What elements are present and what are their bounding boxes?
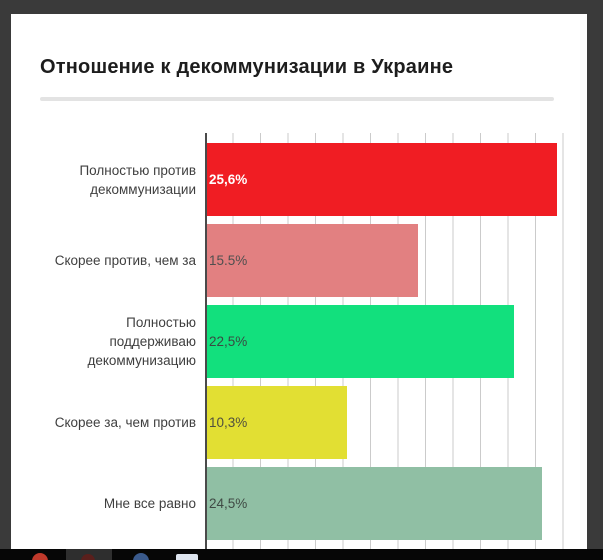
bar-track: 10,3% [205,382,587,463]
value-label: 25,6% [209,172,248,187]
value-label: 10,3% [209,415,248,430]
bar[interactable]: 22,5% [205,305,515,378]
category-label: Полностью против декоммунизации [79,162,196,197]
title-divider [40,97,554,101]
red-circle-icon[interactable] [32,553,48,560]
chart-card: Отношение к декоммунизации в Украине Пол… [11,14,587,549]
y-axis-line [205,133,207,549]
chart-row: Мне все равно 24,5% [11,463,587,544]
chart-row: Скорее против, чем за 15.5% [11,220,587,301]
category-label: Скорее за, чем против [54,415,196,430]
category-label: Скорее против, чем за [54,253,196,268]
bar[interactable]: 15.5% [205,224,418,297]
chart-title: Отношение к декоммунизации в Украине [40,56,454,78]
bottom-taskbar [0,549,603,560]
bar-track: 25,6% [205,139,587,220]
bar-track: 15.5% [205,220,587,301]
chart-row: Полностью против декоммунизации 25,6% [11,139,587,220]
dark-red-circle-icon-inner [81,554,95,560]
light-panel-icon[interactable] [176,554,198,560]
category-label: Полностью поддерживаю декоммунизацию [87,315,196,368]
chart-row: Полностью поддерживаю декоммунизацию 22,… [11,301,587,382]
dark-red-circle-icon[interactable] [66,549,112,560]
bar[interactable]: 24,5% [205,467,542,540]
chart-row: Скорее за, чем против 10,3% [11,382,587,463]
value-label: 22,5% [209,334,248,349]
bar-track: 24,5% [205,463,587,544]
value-label: 15.5% [209,253,248,268]
bar[interactable]: 10,3% [205,386,347,459]
bar-chart: Полностью против декоммунизации 25,6% Ск… [11,133,587,549]
bar[interactable]: 25,6% [205,143,557,216]
value-label: 24,5% [209,496,248,511]
chart-rows: Полностью против декоммунизации 25,6% Ск… [11,133,587,549]
category-label: Мне все равно [103,496,196,511]
bar-track: 22,5% [205,301,587,382]
blue-circle-icon[interactable] [133,553,149,560]
